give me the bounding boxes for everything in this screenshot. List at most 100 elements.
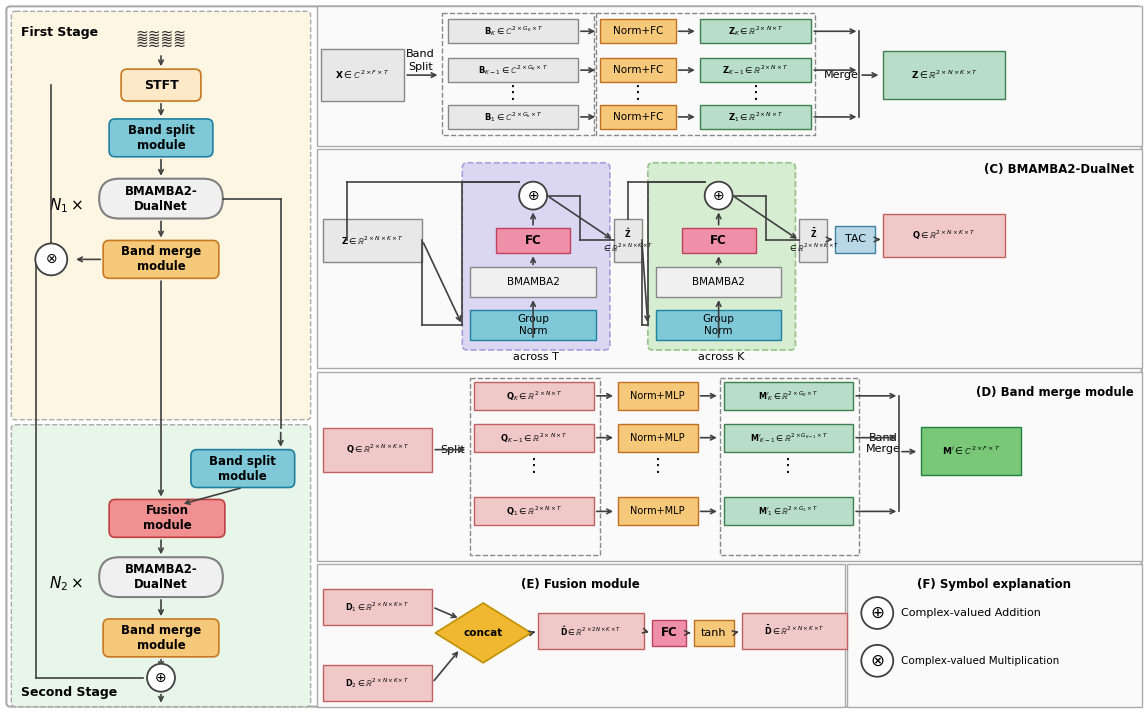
Text: ⋮: ⋮ — [746, 84, 765, 102]
Bar — [474, 498, 594, 525]
Bar — [656, 310, 782, 340]
Text: FC: FC — [711, 234, 727, 247]
Text: $\mathbf{Z}_{K-1}\in\mathbb{R}^{2\times N\times T}$: $\mathbf{Z}_{K-1}\in\mathbb{R}^{2\times … — [722, 63, 789, 77]
Text: $\mathbf{\hat{Z}}$
$\in\mathbb{R}^{2\times N\times K\times T}$: $\mathbf{\hat{Z}}$ $\in\mathbb{R}^{2\tim… — [602, 227, 653, 255]
Text: tanh: tanh — [701, 628, 727, 638]
Circle shape — [147, 664, 174, 692]
Bar — [496, 227, 571, 253]
Text: Band: Band — [406, 49, 435, 59]
Text: ⊕: ⊕ — [527, 189, 538, 202]
Bar — [323, 428, 433, 471]
Text: concat: concat — [464, 628, 503, 638]
Bar — [600, 58, 676, 82]
Bar — [723, 424, 853, 451]
Text: Fusion
module: Fusion module — [142, 504, 192, 533]
Bar — [682, 227, 755, 253]
Bar — [538, 613, 644, 649]
Text: (C) BMAMBA2-DualNet: (C) BMAMBA2-DualNet — [984, 163, 1133, 176]
Text: Band split
module: Band split module — [127, 124, 194, 152]
Circle shape — [519, 182, 548, 210]
Bar — [320, 49, 404, 101]
Text: $\mathbf{\bar{Z}}$
$\in\mathbb{R}^{2\times N\times K\times T}$: $\mathbf{\bar{Z}}$ $\in\mathbb{R}^{2\tim… — [788, 227, 839, 255]
Bar — [699, 105, 812, 129]
Bar — [442, 14, 594, 135]
Text: Norm+FC: Norm+FC — [613, 26, 664, 36]
Text: First Stage: First Stage — [22, 26, 99, 39]
Bar — [720, 378, 860, 555]
Bar — [742, 613, 847, 649]
Bar — [600, 19, 676, 43]
Circle shape — [861, 597, 893, 629]
Text: $\mathbf{Q}_1\in\mathbb{R}^{2\times N\times T}$: $\mathbf{Q}_1\in\mathbb{R}^{2\times N\ti… — [506, 504, 563, 518]
Bar — [596, 14, 815, 135]
Bar — [471, 267, 596, 297]
Circle shape — [705, 182, 732, 210]
Text: ⋮: ⋮ — [629, 84, 646, 102]
Bar — [883, 51, 1004, 99]
Bar — [474, 424, 594, 451]
FancyBboxPatch shape — [103, 619, 219, 657]
Text: $\mathbf{Q}_{K-1}\in\mathbb{R}^{2\times N\times T}$: $\mathbf{Q}_{K-1}\in\mathbb{R}^{2\times … — [501, 431, 568, 445]
Text: ⊗: ⊗ — [46, 252, 57, 267]
Text: ⊗: ⊗ — [870, 652, 884, 670]
Bar — [449, 105, 577, 129]
Text: ⊕: ⊕ — [870, 604, 884, 622]
Text: BMAMBA2: BMAMBA2 — [692, 277, 745, 287]
Text: $\mathbf{M}'_1\in\mathbb{R}^{2\times G_1\times T}$: $\mathbf{M}'_1\in\mathbb{R}^{2\times G_1… — [759, 504, 819, 518]
FancyBboxPatch shape — [109, 499, 225, 538]
Polygon shape — [435, 603, 532, 663]
Text: TAC: TAC — [845, 235, 866, 245]
FancyBboxPatch shape — [647, 163, 796, 350]
Text: $\mathbf{Q}_K\in\mathbb{R}^{2\times N\times T}$: $\mathbf{Q}_K\in\mathbb{R}^{2\times N\ti… — [506, 389, 563, 403]
Text: BMAMBA2-
DualNet: BMAMBA2- DualNet — [125, 563, 197, 591]
Text: Band merge
module: Band merge module — [121, 624, 201, 652]
Bar — [921, 426, 1021, 475]
Text: Band
Merge: Band Merge — [866, 433, 901, 454]
Bar — [699, 58, 812, 82]
Bar — [799, 219, 828, 262]
Bar — [723, 382, 853, 410]
FancyBboxPatch shape — [121, 69, 201, 101]
Bar — [618, 382, 698, 410]
Text: $\mathbf{D}_2\in\mathbb{R}^{2\times N\times K\times T}$: $\mathbf{D}_2\in\mathbb{R}^{2\times N\ti… — [346, 676, 410, 689]
Bar — [323, 589, 433, 625]
Bar — [474, 382, 594, 410]
Text: $\mathbf{B}_{K-1}\in\mathbb{C}^{2\times G_K\times T}$: $\mathbf{B}_{K-1}\in\mathbb{C}^{2\times … — [479, 63, 548, 77]
Text: BMAMBA2-
DualNet: BMAMBA2- DualNet — [125, 185, 197, 212]
Text: Merge: Merge — [824, 70, 859, 80]
Text: Split: Split — [408, 62, 433, 72]
Bar — [317, 6, 1141, 146]
Bar — [449, 19, 577, 43]
Text: Complex-valued Addition: Complex-valued Addition — [901, 608, 1041, 618]
Text: $\mathbf{Z}_K\in\mathbb{R}^{2\times N\times T}$: $\mathbf{Z}_K\in\mathbb{R}^{2\times N\ti… — [728, 24, 783, 39]
Bar — [618, 498, 698, 525]
FancyBboxPatch shape — [11, 425, 311, 707]
FancyBboxPatch shape — [11, 11, 311, 420]
Text: BMAMBA2: BMAMBA2 — [506, 277, 559, 287]
Text: Group
Norm: Group Norm — [517, 314, 549, 336]
Text: Band merge
module: Band merge module — [121, 245, 201, 273]
Bar — [699, 19, 812, 43]
Text: Band split
module: Band split module — [209, 455, 277, 483]
Text: ⊕: ⊕ — [713, 189, 724, 202]
Text: $\mathbf{Q}\in\mathbb{R}^{2\times N\times K\times T}$: $\mathbf{Q}\in\mathbb{R}^{2\times N\time… — [346, 443, 409, 456]
Bar — [317, 564, 845, 707]
Text: $\mathbf{Z}\in\mathbb{R}^{2\times N\times K\times T}$: $\mathbf{Z}\in\mathbb{R}^{2\times N\time… — [910, 69, 978, 81]
Text: $\mathbf{\hat{D}}\in\mathbb{R}^{2\times 2N\times K\times T}$: $\mathbf{\hat{D}}\in\mathbb{R}^{2\times … — [560, 624, 621, 637]
Bar — [614, 219, 642, 262]
FancyBboxPatch shape — [109, 119, 212, 157]
Bar — [317, 372, 1141, 561]
Text: ⊕: ⊕ — [155, 671, 166, 684]
FancyBboxPatch shape — [7, 6, 1141, 707]
Bar — [323, 665, 433, 701]
Text: ≋≋≋≋: ≋≋≋≋ — [135, 36, 186, 51]
FancyBboxPatch shape — [99, 558, 223, 597]
Text: Second Stage: Second Stage — [22, 686, 117, 699]
Text: Norm+MLP: Norm+MLP — [630, 433, 685, 443]
Text: Norm+MLP: Norm+MLP — [630, 506, 685, 516]
Text: Complex-valued Multiplication: Complex-valued Multiplication — [901, 656, 1060, 666]
Text: $\mathbf{D}_1\in\mathbb{R}^{2\times N\times K\times T}$: $\mathbf{D}_1\in\mathbb{R}^{2\times N\ti… — [346, 600, 410, 614]
Text: Group
Norm: Group Norm — [703, 314, 735, 336]
Text: $\mathbf{Q}\in\mathbb{R}^{2\times N\times K\times T}$: $\mathbf{Q}\in\mathbb{R}^{2\times N\time… — [913, 229, 976, 242]
Text: (D) Band merge module: (D) Band merge module — [976, 386, 1133, 399]
